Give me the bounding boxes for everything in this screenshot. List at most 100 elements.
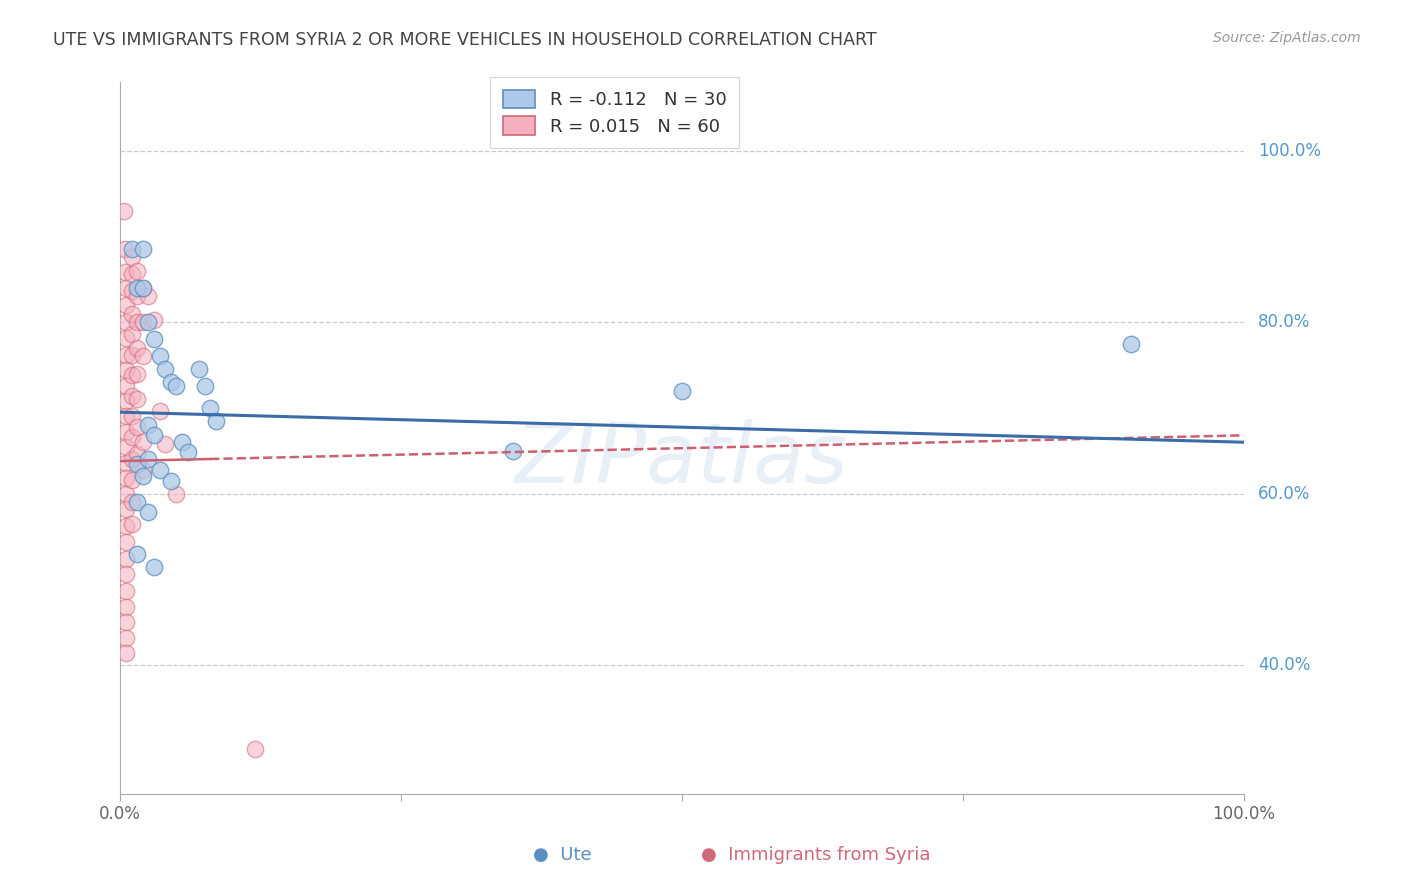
Point — [121, 452, 143, 467]
Point — [115, 631, 138, 645]
Point — [115, 298, 138, 312]
Point — [115, 363, 138, 377]
Point — [143, 559, 166, 574]
Point — [166, 486, 188, 500]
Text: Source: ZipAtlas.com: Source: ZipAtlas.com — [1213, 31, 1361, 45]
Point — [121, 327, 143, 342]
Point — [112, 203, 135, 218]
Point — [127, 289, 149, 303]
Point — [127, 315, 149, 329]
Point — [121, 495, 143, 509]
Point — [187, 362, 209, 376]
Point — [155, 362, 177, 376]
Point — [115, 502, 138, 516]
Point — [160, 375, 183, 389]
Point — [127, 547, 149, 561]
Point — [149, 404, 172, 418]
Point — [198, 401, 221, 415]
Text: ●  Ute: ● Ute — [533, 846, 592, 863]
Point — [1121, 336, 1143, 351]
Point — [115, 315, 138, 329]
Point — [132, 469, 155, 483]
Point — [121, 516, 143, 531]
Point — [127, 447, 149, 461]
Point — [121, 409, 143, 424]
Point — [115, 583, 138, 598]
Point — [138, 452, 160, 467]
Point — [115, 551, 138, 566]
Point — [243, 742, 266, 756]
Point — [115, 534, 138, 549]
Point — [121, 285, 143, 299]
Point — [115, 456, 138, 470]
Point — [115, 394, 138, 409]
Point — [115, 615, 138, 630]
Point — [115, 330, 138, 344]
Point — [127, 281, 149, 295]
Point — [127, 495, 149, 509]
Point — [502, 443, 524, 458]
Point — [155, 437, 177, 451]
Point — [193, 379, 215, 393]
Point — [115, 567, 138, 582]
Point — [671, 384, 693, 398]
Text: 100.0%: 100.0% — [1258, 142, 1322, 160]
Point — [115, 471, 138, 485]
Point — [138, 315, 160, 329]
Point — [132, 462, 155, 476]
Point — [127, 392, 149, 407]
Point — [204, 414, 226, 428]
Point — [115, 378, 138, 392]
Point — [160, 474, 183, 488]
Point — [115, 519, 138, 533]
Point — [114, 243, 136, 257]
Point — [115, 486, 138, 500]
Point — [115, 646, 138, 660]
Point — [132, 281, 155, 295]
Point — [115, 409, 138, 424]
Text: UTE VS IMMIGRANTS FROM SYRIA 2 OR MORE VEHICLES IN HOUSEHOLD CORRELATION CHART: UTE VS IMMIGRANTS FROM SYRIA 2 OR MORE V… — [53, 31, 877, 49]
Point — [127, 341, 149, 355]
Point — [143, 428, 166, 442]
Point — [121, 267, 143, 281]
Point — [132, 243, 155, 257]
Legend: R = -0.112   N = 30, R = 0.015   N = 60: R = -0.112 N = 30, R = 0.015 N = 60 — [491, 77, 740, 148]
Point — [138, 418, 160, 433]
Text: 80.0%: 80.0% — [1258, 313, 1310, 331]
Point — [132, 315, 155, 329]
Point — [121, 307, 143, 321]
Point — [132, 350, 155, 364]
Point — [121, 430, 143, 444]
Text: 40.0%: 40.0% — [1258, 657, 1310, 674]
Text: 60.0%: 60.0% — [1258, 484, 1310, 502]
Text: ZIPatlas: ZIPatlas — [515, 418, 849, 500]
Point — [127, 264, 149, 278]
Point — [121, 389, 143, 403]
Point — [115, 348, 138, 362]
Point — [166, 379, 188, 393]
Point — [132, 281, 155, 295]
Point — [121, 348, 143, 362]
Point — [121, 250, 143, 264]
Point — [121, 368, 143, 383]
Point — [143, 332, 166, 346]
Point — [114, 265, 136, 279]
Point — [138, 289, 160, 303]
Point — [115, 281, 138, 295]
Point — [127, 419, 149, 434]
Point — [143, 313, 166, 327]
Point — [138, 506, 160, 520]
Point — [115, 441, 138, 455]
Point — [149, 462, 172, 476]
Point — [121, 243, 143, 257]
Point — [121, 473, 143, 487]
Point — [127, 457, 149, 471]
Point — [115, 599, 138, 614]
Point — [132, 435, 155, 450]
Point — [127, 367, 149, 381]
Point — [170, 435, 193, 450]
Point — [176, 445, 198, 459]
Point — [115, 425, 138, 439]
Point — [149, 350, 172, 364]
Text: ●  Immigrants from Syria: ● Immigrants from Syria — [700, 846, 931, 863]
